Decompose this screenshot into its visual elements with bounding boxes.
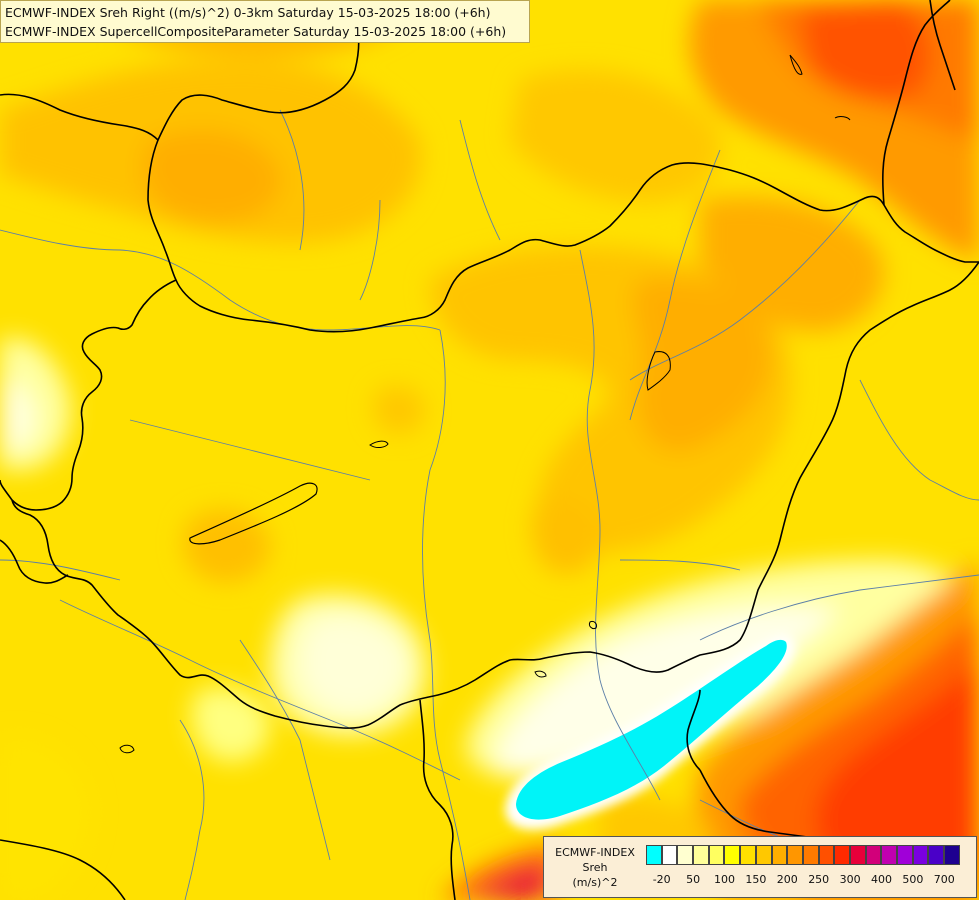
legend-swatch	[740, 845, 756, 865]
legend-tick-label: 700	[933, 873, 955, 886]
legend-label-line-3: (m/s)^2	[572, 876, 618, 889]
legend-swatch	[818, 845, 835, 865]
legend-swatch	[677, 845, 694, 865]
legend-tick-label: 250	[808, 873, 830, 886]
legend-swatch	[849, 845, 866, 865]
legend-swatch	[881, 845, 897, 865]
legend-tick-label: 100	[714, 873, 735, 886]
legend-label-line-2: Sreh	[582, 861, 608, 874]
legend-swatch	[944, 845, 960, 865]
legend-tick-label: 200	[776, 873, 798, 886]
legend-tick-label: -20	[652, 873, 671, 886]
legend-tick-label: 150	[745, 873, 767, 886]
legend-label: ECMWF-INDEX Sreh (m/s)^2	[548, 845, 642, 890]
legend-tick-label: 500	[902, 873, 924, 886]
legend-tick-label: 300	[839, 873, 861, 886]
legend-tick-label: 50	[686, 873, 701, 886]
legend-swatch	[912, 845, 929, 865]
lake-outline	[189, 482, 318, 545]
map-details	[119, 54, 851, 754]
map-title-line-2: ECMWF-INDEX SupercellCompositeParameter …	[5, 24, 507, 39]
color-legend: ECMWF-INDEX Sreh (m/s)^2 -20 50 100 150 200 2…	[543, 836, 977, 898]
legend-swatch	[787, 845, 803, 865]
legend-swatch	[928, 845, 945, 865]
legend-tick-label: 400	[871, 873, 892, 886]
legend-swatch	[897, 845, 913, 865]
legend-swatch	[865, 845, 882, 865]
legend-swatch	[708, 845, 725, 865]
legend-label-line-1: ECMWF-INDEX	[555, 846, 635, 859]
legend-swatch	[724, 845, 741, 865]
legend-swatch	[755, 845, 772, 865]
legend-swatch	[646, 845, 662, 865]
legend-ticks: -20 50 100 150 200 250 300 400 500 700	[646, 873, 976, 891]
rivers	[0, 109, 979, 900]
legend-swatch	[834, 845, 850, 865]
legend-swatches	[646, 845, 960, 865]
low-helicity-region	[505, 635, 795, 830]
legend-swatch	[693, 845, 709, 865]
legend-swatch	[661, 845, 678, 865]
legend-swatch	[771, 845, 788, 865]
map-title-line-1: ECMWF-INDEX Sreh Right ((m/s)^2) 0-3km S…	[5, 5, 491, 20]
map-title-box: ECMWF-INDEX Sreh Right ((m/s)^2) 0-3km S…	[0, 0, 530, 43]
legend-swatch	[802, 845, 819, 865]
